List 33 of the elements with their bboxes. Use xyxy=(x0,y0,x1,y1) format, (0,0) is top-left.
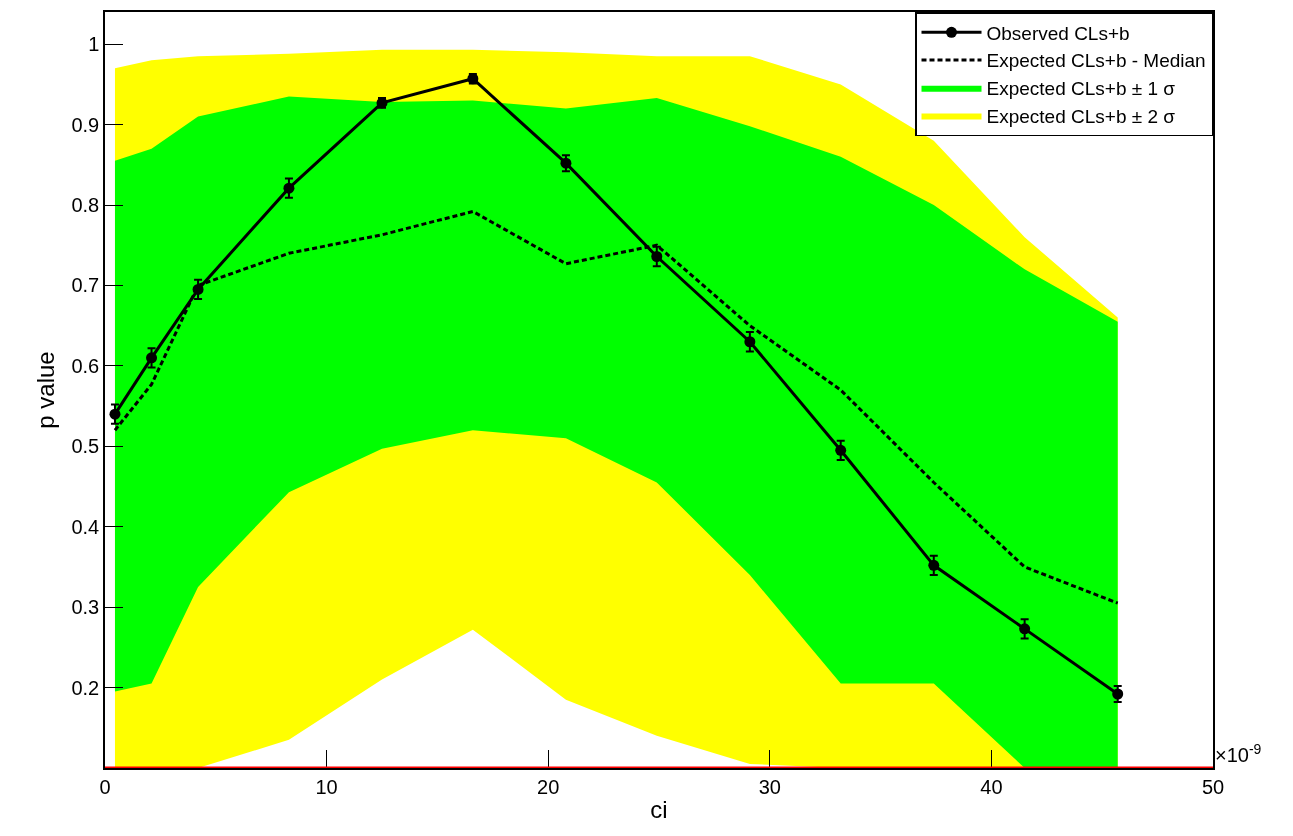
y-axis-title: p value xyxy=(32,351,60,429)
y-tick-label: 0.4 xyxy=(71,515,100,538)
legend-label: Expected CLs+b ± 1 σ xyxy=(986,78,1176,100)
legend-label: Expected CLs+b ± 2 σ xyxy=(986,105,1176,127)
x-tick-label: 30 xyxy=(758,775,781,798)
legend-label: Observed CLs+b xyxy=(986,22,1130,44)
point xyxy=(192,283,204,295)
point xyxy=(1019,623,1031,635)
y-tick-label: 0.3 xyxy=(71,596,100,619)
point xyxy=(744,336,756,348)
annotation: ×10$^{-9}$ xyxy=(1215,741,1262,767)
y-tick-label: 0.8 xyxy=(71,194,100,217)
y-tick-label: 0.9 xyxy=(71,113,100,136)
x-tick-label: 50 xyxy=(1201,775,1225,798)
point xyxy=(1112,688,1124,700)
x-tick-label: 40 xyxy=(980,775,1003,798)
point xyxy=(146,352,158,364)
x-tick-label: 10 xyxy=(315,775,338,798)
point xyxy=(283,182,295,194)
y-tick-label: 1 xyxy=(88,33,100,56)
y-tick-label: 0.7 xyxy=(71,274,100,297)
x-tick-label: 0 xyxy=(99,775,111,798)
y-tick-label: 0.5 xyxy=(71,435,100,458)
point xyxy=(835,444,847,456)
y-tick-label: 0.2 xyxy=(71,676,100,699)
point xyxy=(651,250,663,262)
y-tick-label: 0.6 xyxy=(71,354,100,377)
x-tick-label: 20 xyxy=(537,775,560,798)
point xyxy=(560,157,572,169)
point xyxy=(928,559,940,571)
point xyxy=(109,408,121,420)
x-axis-title: ci xyxy=(650,795,668,823)
legend-label: Expected CLs+b - Median xyxy=(986,50,1206,72)
